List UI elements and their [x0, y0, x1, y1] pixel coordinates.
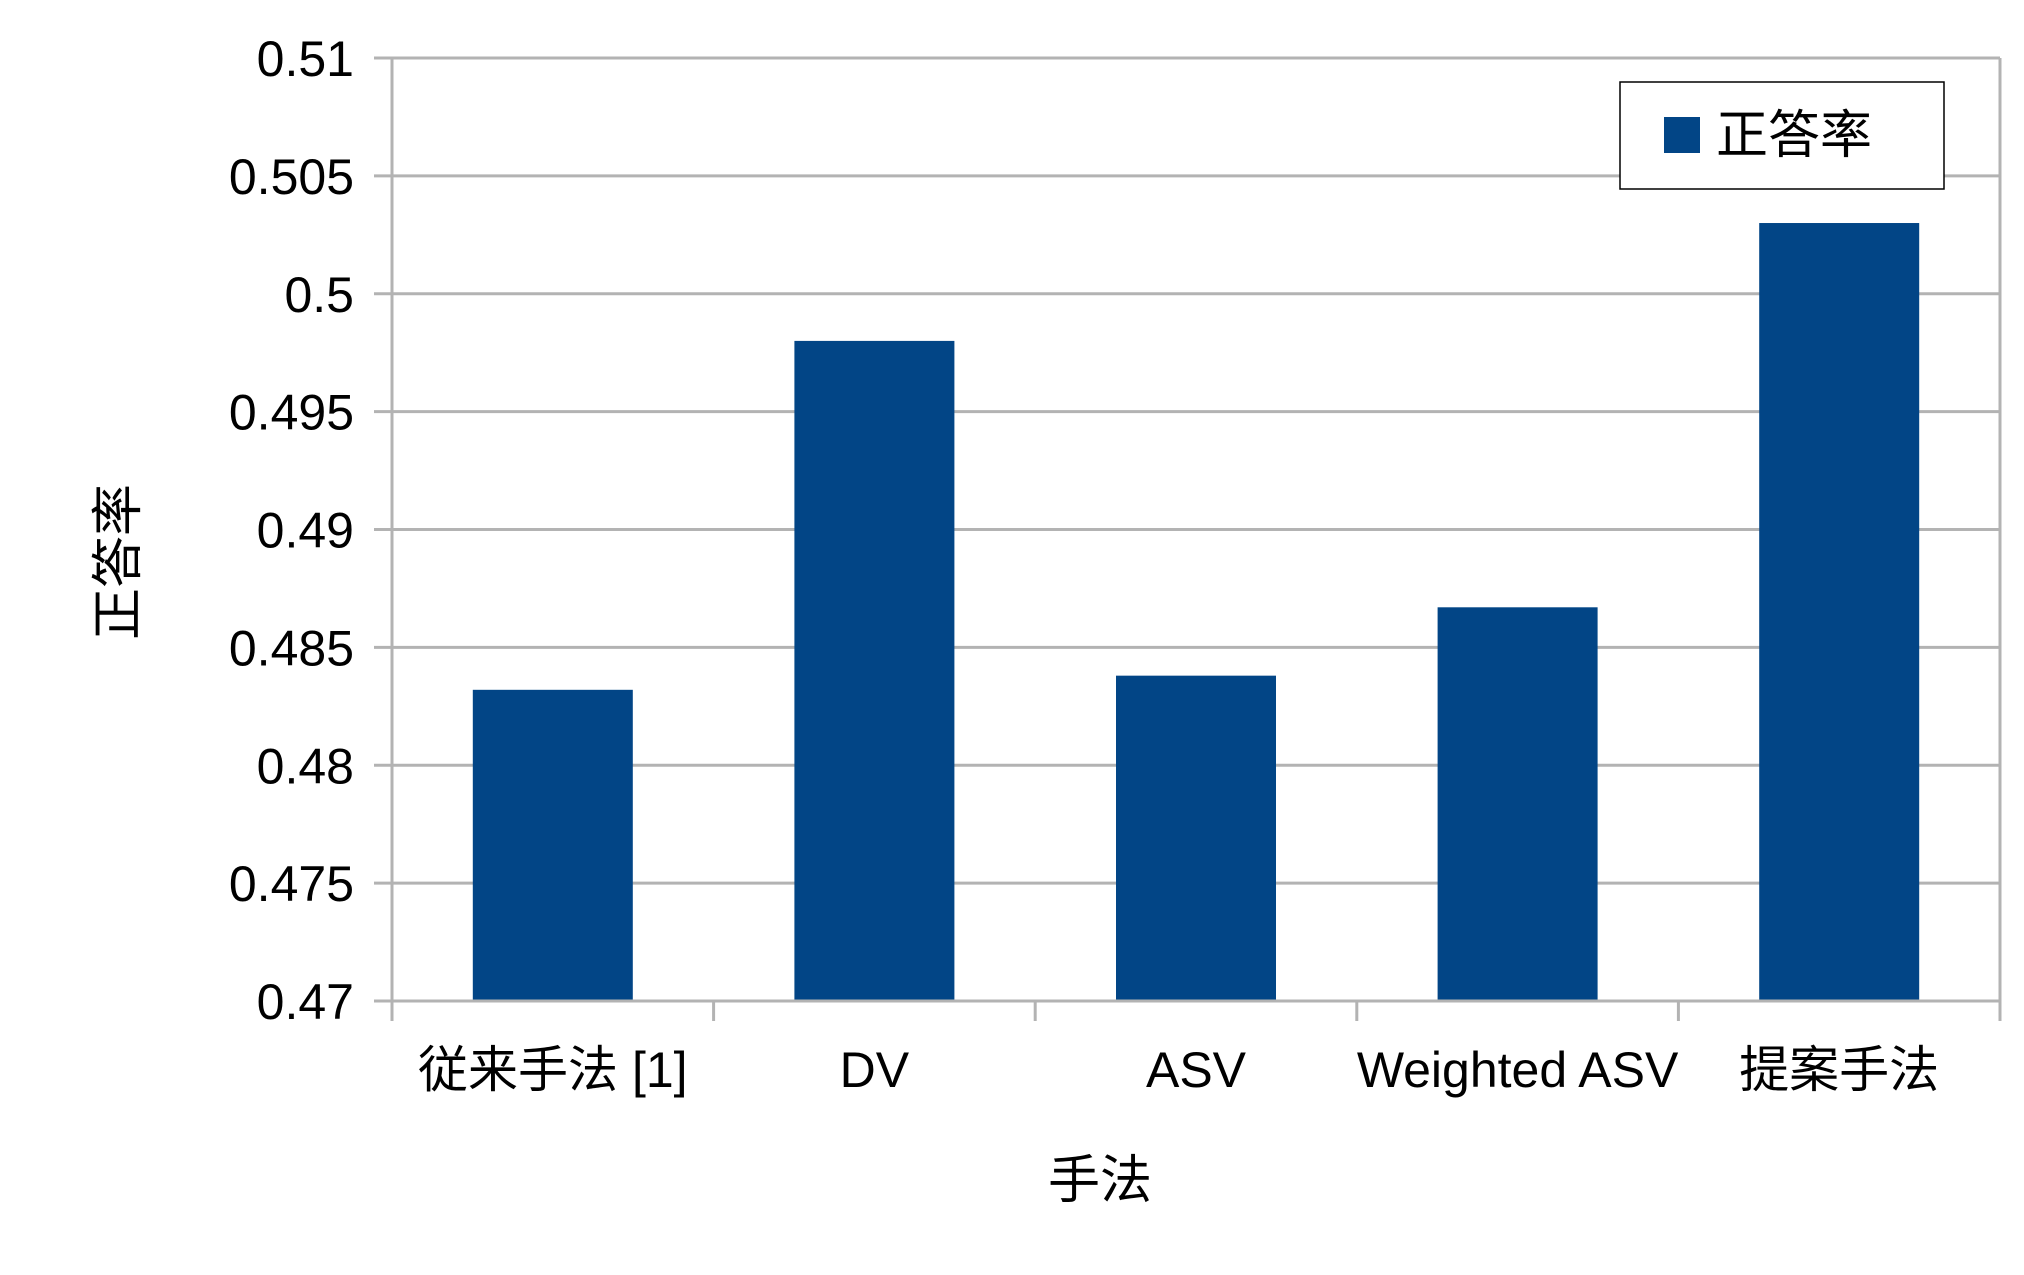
y-tick-label: 0.47: [257, 974, 354, 1030]
legend-swatch: [1664, 117, 1700, 153]
x-tick-label: DV: [840, 1042, 910, 1098]
y-axis-title: 正答率: [89, 484, 149, 640]
y-tick-label: 0.51: [257, 31, 354, 87]
x-tick-label: 従来手法 [1]: [418, 1042, 687, 1098]
x-tick-labels: 従来手法 [1] DV ASV Weighted ASV 提案手法: [418, 1042, 1939, 1098]
y-tick-label: 0.475: [229, 856, 354, 912]
x-tick-label: ASV: [1146, 1042, 1247, 1098]
y-tick-label: 0.495: [229, 385, 354, 441]
bar: [1116, 675, 1276, 1001]
grid-lines: [392, 56, 2000, 885]
x-axis-title: 手法: [1048, 1151, 1152, 1211]
legend-box: [1619, 81, 1945, 190]
y-tick-labels: 0.47 0.475 0.48 0.485 0.49 0.495 0.5 0.505 0.51: [229, 31, 354, 1030]
y-tick-label: 0.485: [229, 620, 354, 676]
bar: [472, 689, 633, 1001]
bar: [1437, 607, 1598, 1001]
x-tick-label: Weighted ASV: [1357, 1042, 1679, 1098]
legend: 正答率: [1619, 81, 1945, 190]
axes: [374, 56, 2002, 1021]
y-tick-label: 0.5: [284, 267, 354, 323]
y-tick-label: 0.505: [229, 149, 354, 205]
y-tick-label: 0.48: [257, 738, 354, 794]
bar: [794, 340, 955, 1001]
bar: [1759, 223, 1920, 1001]
x-tick-label: 提案手法: [1739, 1042, 1939, 1098]
bars: [472, 223, 1920, 1001]
y-tick-label: 0.49: [257, 503, 354, 559]
legend-label: 正答率: [1716, 106, 1872, 166]
